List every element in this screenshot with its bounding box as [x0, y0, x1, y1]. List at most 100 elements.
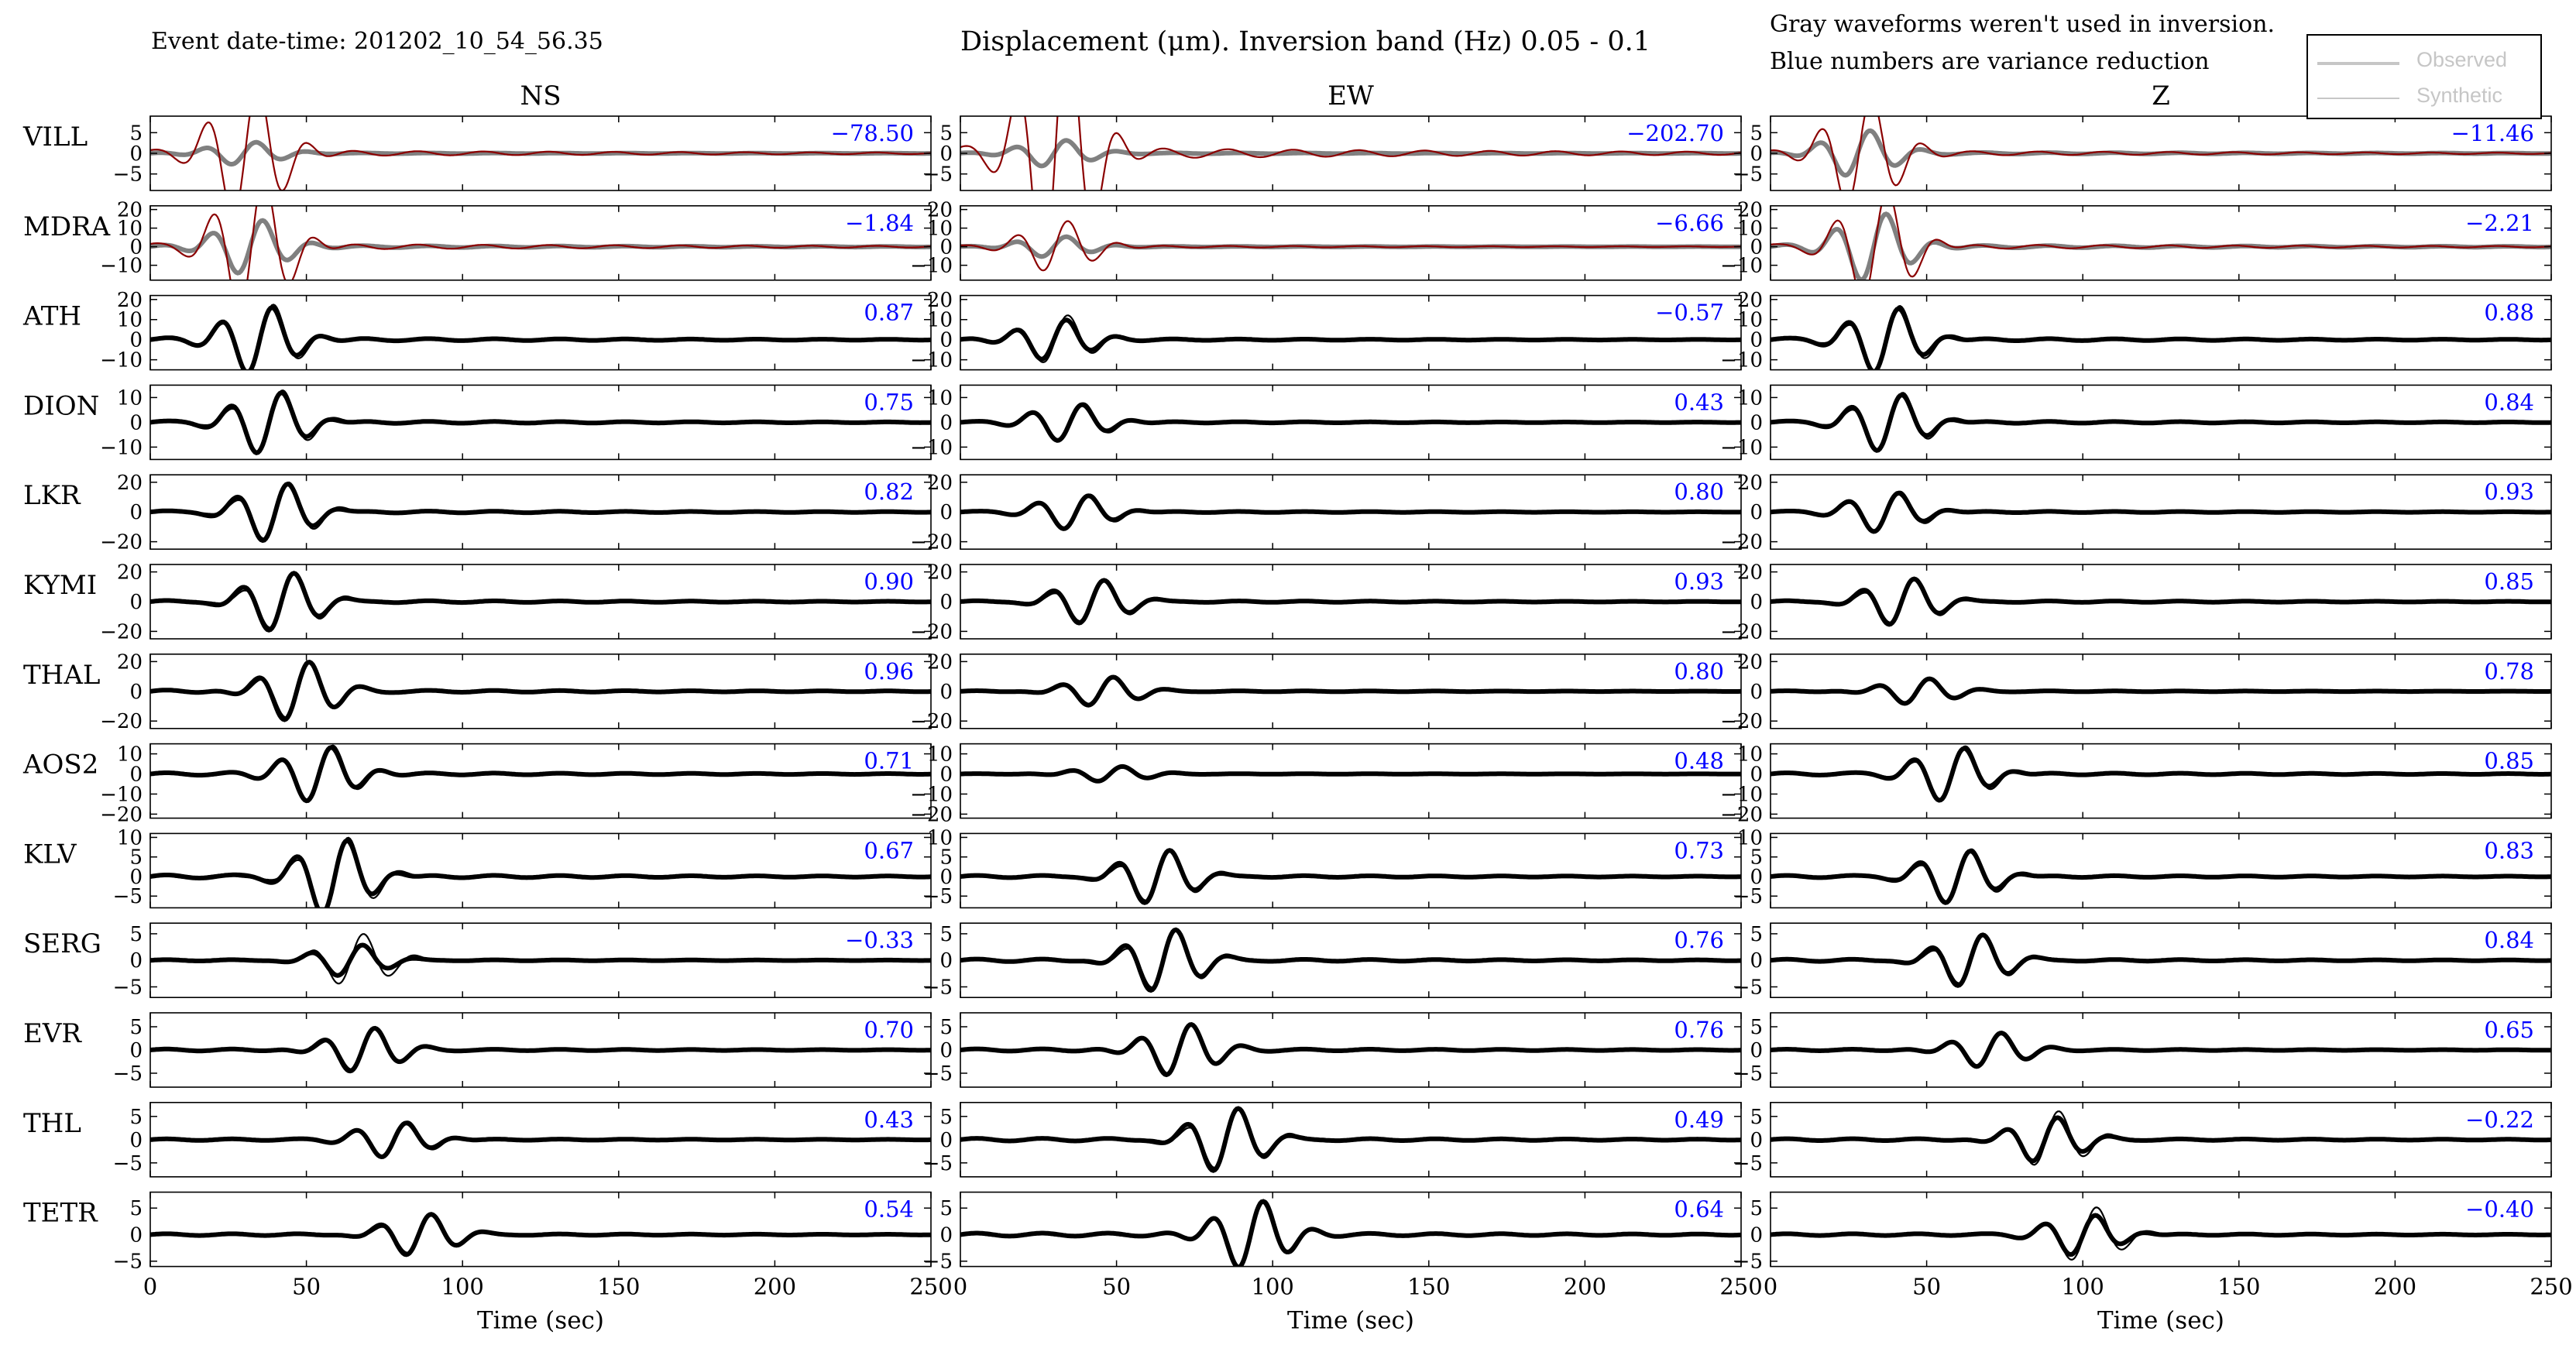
y-tick-label: 0: [939, 866, 953, 889]
synthetic-waveform: [960, 1023, 1741, 1075]
x-axis-label: Time (sec): [2097, 1307, 2224, 1335]
variance-reduction: 0.76: [1674, 927, 1724, 953]
variance-reduction: 0.64: [1674, 1196, 1724, 1223]
y-tick-label: −5: [1733, 1152, 1763, 1175]
y-tick-label: 0: [1750, 591, 1763, 614]
y-tick-label: 20: [1737, 199, 1763, 222]
axes-box: [1770, 294, 2552, 371]
legend-synthetic: Synthetic: [2317, 84, 2534, 112]
y-tick-label: −10: [910, 783, 953, 806]
y-tick-label: 10: [1737, 218, 1763, 241]
synthetic-waveform: [150, 205, 931, 280]
y-tick-label: 0: [129, 1223, 143, 1247]
variance-reduction: 0.71: [864, 748, 914, 774]
synthetic-waveform: [960, 116, 1741, 190]
y-tick-label: −20: [910, 620, 953, 643]
y-tick-label: −5: [923, 1062, 953, 1086]
y-tick-label: 0: [129, 236, 143, 259]
y-tick-label: 0: [129, 1129, 143, 1152]
y-tick-label: 5: [129, 1197, 143, 1220]
station-label: LKR: [23, 480, 81, 511]
station-label: DION: [23, 390, 99, 421]
axes-box: [149, 743, 932, 819]
variance-reduction: 0.88: [2484, 300, 2534, 326]
y-tick-label: −5: [113, 163, 143, 187]
axes-box: [1770, 204, 2552, 281]
synthetic-waveform: [960, 220, 1741, 272]
y-tick-label: 10: [927, 218, 953, 241]
synthetic-waveform: [1771, 1031, 2551, 1067]
note-gray-waveforms: Gray waveforms weren't used in inversion…: [1770, 11, 2275, 38]
y-tick-label: 20: [1737, 472, 1763, 495]
axes-box: [149, 832, 932, 909]
y-tick-label: −10: [910, 349, 953, 372]
variance-reduction: 0.67: [864, 837, 914, 863]
observed-waveform: [1771, 211, 2551, 280]
variance-reduction: 0.65: [2484, 1017, 2534, 1043]
station-label: AOS2: [22, 750, 98, 781]
y-tick-label: 20: [1737, 561, 1763, 585]
y-tick-label: 20: [1737, 289, 1763, 312]
synthetic-waveform: [150, 744, 931, 802]
station-label: EVR: [23, 1018, 82, 1049]
y-tick-label: 5: [1750, 1016, 1763, 1039]
y-tick-label: 10: [927, 826, 953, 849]
x-tick-label: 100: [441, 1274, 484, 1300]
y-tick-label: 10: [1737, 826, 1763, 849]
y-tick-label: −5: [113, 885, 143, 908]
y-tick-label: 20: [117, 472, 143, 495]
synthetic-waveform: [150, 571, 931, 629]
component-title: Z: [2152, 81, 2170, 112]
variance-reduction: 0.90: [864, 568, 914, 595]
y-tick-label: 0: [1750, 949, 1763, 973]
y-tick-label: −20: [910, 803, 953, 826]
y-tick-label: 5: [939, 923, 953, 946]
event-datetime: Event date-time: 201202_10_54_56.35: [151, 28, 603, 55]
y-tick-label: 0: [129, 411, 143, 434]
variance-reduction: 0.93: [1674, 568, 1724, 595]
y-tick-label: 20: [117, 561, 143, 585]
variance-reduction: −0.22: [2465, 1107, 2534, 1133]
synthetic-waveform: [150, 933, 931, 985]
y-tick-label: 10: [117, 218, 143, 241]
variance-reduction: 0.43: [864, 1107, 914, 1133]
y-tick-label: 0: [129, 142, 143, 166]
y-tick-label: 5: [1750, 1197, 1763, 1220]
legend-observed-swatch: [2317, 62, 2399, 65]
y-tick-label: 5: [939, 846, 953, 870]
y-tick-label: 0: [1750, 329, 1763, 352]
synthetic-waveform: [1771, 848, 2551, 902]
synthetic-waveform: [1771, 933, 2551, 984]
y-tick-label: −5: [923, 163, 953, 187]
y-tick-label: −20: [910, 531, 953, 554]
synthetic-waveform: [150, 116, 931, 190]
y-tick-label: 20: [117, 289, 143, 312]
variance-reduction: 0.84: [2484, 927, 2534, 953]
axes-box: [960, 1191, 1742, 1268]
y-tick-label: 5: [129, 122, 143, 145]
y-tick-label: −5: [923, 1152, 953, 1175]
variance-reduction: 0.87: [864, 300, 914, 326]
y-tick-label: 0: [129, 1039, 143, 1062]
y-tick-label: 5: [1750, 923, 1763, 946]
y-tick-label: 10: [1737, 386, 1763, 410]
station-label: MDRA: [23, 211, 111, 242]
y-tick-label: 0: [939, 329, 953, 352]
variance-reduction: −0.57: [1655, 300, 1724, 326]
y-tick-label: 10: [1737, 309, 1763, 332]
variance-reduction: −202.70: [1626, 120, 1724, 146]
y-tick-label: 20: [927, 289, 953, 312]
axes-box: [960, 204, 1742, 281]
y-tick-label: 0: [129, 949, 143, 973]
y-tick-label: 0: [939, 681, 953, 704]
y-tick-label: 0: [129, 763, 143, 787]
y-tick-label: 0: [1750, 142, 1763, 166]
x-tick-label: 50: [1912, 1274, 1941, 1300]
x-tick-label: 200: [1564, 1274, 1606, 1300]
y-tick-label: −10: [100, 783, 143, 806]
y-tick-label: 10: [117, 826, 143, 849]
y-tick-label: 20: [927, 650, 953, 674]
y-tick-label: 5: [939, 1016, 953, 1039]
station-label: VILL: [22, 122, 88, 153]
variance-reduction: 0.83: [2484, 837, 2534, 863]
